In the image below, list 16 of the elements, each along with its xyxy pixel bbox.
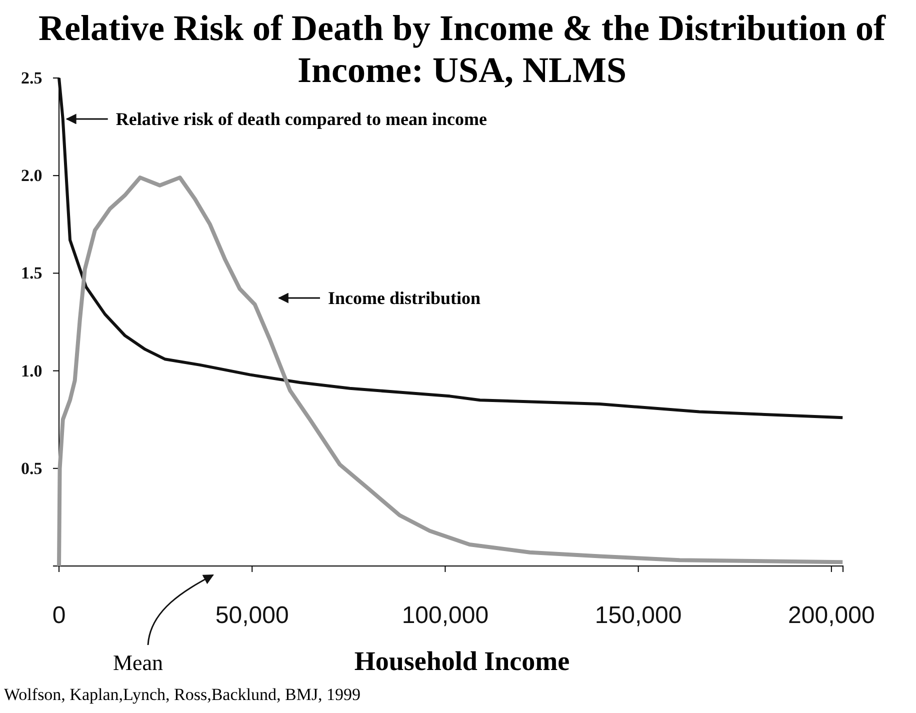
y-tick-label: 2.0	[21, 166, 42, 186]
x-tick-label: 0	[52, 602, 66, 630]
x-tick-label: 150,000	[594, 602, 682, 630]
y-tick-label: 1.0	[21, 361, 42, 380]
annotation: Relative risk of death compared to mean income	[116, 108, 487, 129]
text: Mean	[112, 650, 164, 675]
x-tick-label: 100,000	[402, 602, 489, 630]
line-series	[57, 176, 845, 568]
x-axis-title: Household Income	[354, 646, 570, 676]
y-tick-label: 0.5	[21, 458, 42, 478]
x-tick-label: 50,000	[215, 602, 289, 630]
text: Wolfson, Kaplan,Lynch, Ross,Backlund, BMJ, 1999	[4, 685, 361, 704]
y-tick-label: 1.5	[21, 264, 42, 283]
annotation: Income distribution	[328, 288, 481, 308]
x-tick-label: 200,000	[788, 602, 875, 630]
y-tick-label: 2.5	[21, 68, 42, 88]
